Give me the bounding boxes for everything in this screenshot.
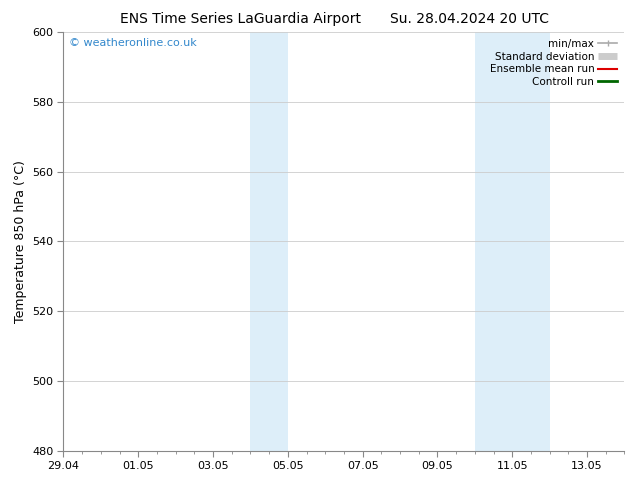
Text: © weatheronline.co.uk: © weatheronline.co.uk [69, 38, 197, 48]
Bar [269, 32, 288, 451]
Text: Su. 28.04.2024 20 UTC: Su. 28.04.2024 20 UTC [390, 12, 548, 26]
Bar [493, 32, 531, 451]
Text: ENS Time Series LaGuardia Airport: ENS Time Series LaGuardia Airport [120, 12, 361, 26]
Bar [250, 32, 269, 451]
Bar [475, 32, 493, 451]
Y-axis label: Temperature 850 hPa (°C): Temperature 850 hPa (°C) [14, 160, 27, 323]
Legend: min/max, Standard deviation, Ensemble mean run, Controll run: min/max, Standard deviation, Ensemble me… [488, 37, 619, 89]
Bar [531, 32, 550, 451]
